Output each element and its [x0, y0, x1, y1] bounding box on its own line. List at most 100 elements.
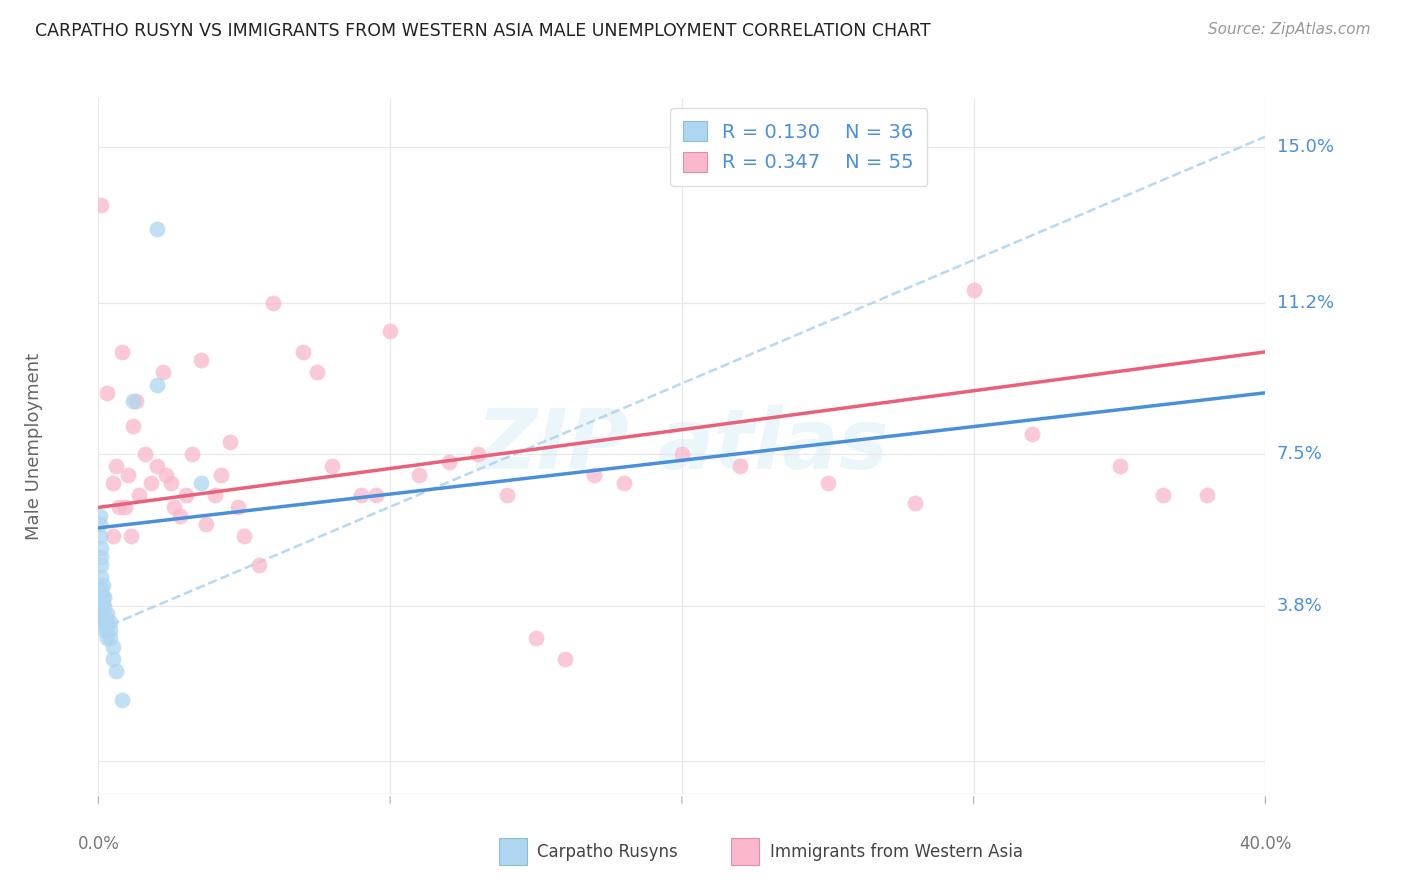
Point [96, 623, 118, 637]
Point [120, 529, 142, 543]
Point [101, 475, 124, 490]
Point [93, 615, 115, 629]
Point [146, 222, 169, 236]
Point [93, 591, 115, 605]
Point [146, 377, 169, 392]
Text: 0.0%: 0.0% [77, 835, 120, 853]
Point [554, 652, 576, 666]
Point [89, 529, 111, 543]
Point [101, 640, 124, 654]
Point [91, 599, 114, 613]
Point [262, 295, 284, 310]
Point [228, 500, 250, 515]
Point [291, 344, 314, 359]
Point [90, 582, 112, 597]
Point [583, 467, 606, 482]
Point [93, 607, 115, 621]
Point [218, 434, 240, 449]
Text: 3.8%: 3.8% [1277, 597, 1322, 615]
Text: Carpatho Rusyns: Carpatho Rusyns [537, 843, 678, 861]
Text: CARPATHO RUSYN VS IMMIGRANTS FROM WESTERN ASIA MALE UNEMPLOYMENT CORRELATION CHA: CARPATHO RUSYN VS IMMIGRANTS FROM WESTER… [35, 22, 931, 40]
Point [146, 459, 169, 474]
Point [91, 578, 114, 592]
Point [1195, 488, 1218, 502]
Point [90, 541, 112, 556]
Text: Immigrants from Western Asia: Immigrants from Western Asia [770, 843, 1024, 861]
Point [104, 459, 127, 474]
Point [93, 615, 115, 629]
Point [174, 488, 197, 502]
Point [108, 500, 131, 515]
Point [117, 467, 139, 482]
Point [89, 516, 111, 531]
Point [1021, 426, 1043, 441]
Point [128, 488, 150, 502]
Point [204, 488, 226, 502]
Point [90, 549, 112, 564]
Point [1152, 488, 1174, 502]
Point [195, 516, 218, 531]
Point [155, 467, 177, 482]
Point [728, 459, 751, 474]
Point [247, 558, 270, 572]
Point [190, 475, 212, 490]
Point [671, 447, 693, 461]
Point [104, 664, 127, 678]
Point [101, 529, 124, 543]
Point [93, 607, 115, 621]
Point [1108, 459, 1130, 474]
Text: ZIP atlas: ZIP atlas [475, 406, 889, 486]
Point [364, 488, 387, 502]
Point [817, 475, 839, 490]
FancyBboxPatch shape [499, 838, 527, 865]
Point [98, 623, 121, 637]
Point [114, 500, 136, 515]
Point [98, 615, 121, 629]
Point [962, 284, 984, 298]
Point [378, 325, 402, 339]
Text: 15.0%: 15.0% [1277, 138, 1333, 156]
Point [307, 365, 329, 379]
Point [98, 632, 121, 646]
Point [122, 394, 145, 409]
Point [612, 475, 634, 490]
Point [134, 447, 156, 461]
Point [90, 591, 112, 605]
Point [96, 385, 118, 400]
Point [163, 500, 186, 515]
Point [122, 418, 145, 433]
Point [190, 353, 212, 368]
Point [90, 599, 112, 613]
Point [350, 488, 373, 502]
Point [233, 529, 256, 543]
Point [437, 455, 460, 469]
Point [93, 599, 115, 613]
Text: 11.2%: 11.2% [1277, 293, 1334, 312]
Text: 40.0%: 40.0% [1239, 835, 1292, 853]
Text: 7.5%: 7.5% [1277, 445, 1323, 463]
Point [89, 508, 111, 523]
Point [152, 365, 174, 379]
Point [904, 496, 927, 510]
Point [96, 615, 118, 629]
Point [321, 459, 343, 474]
Legend: R = 0.130    N = 36, R = 0.347    N = 55: R = 0.130 N = 36, R = 0.347 N = 55 [669, 108, 928, 186]
Point [160, 475, 183, 490]
Point [467, 447, 489, 461]
Point [90, 197, 112, 211]
FancyBboxPatch shape [731, 838, 759, 865]
Point [90, 611, 112, 625]
Point [169, 508, 191, 523]
Point [111, 344, 134, 359]
Point [524, 632, 547, 646]
Text: Male Unemployment: Male Unemployment [25, 352, 44, 540]
Point [96, 632, 118, 646]
Point [93, 623, 115, 637]
Point [495, 488, 517, 502]
Point [91, 591, 114, 605]
Point [90, 558, 112, 572]
Point [111, 692, 134, 706]
Point [90, 570, 112, 584]
Point [101, 652, 124, 666]
Point [125, 394, 148, 409]
